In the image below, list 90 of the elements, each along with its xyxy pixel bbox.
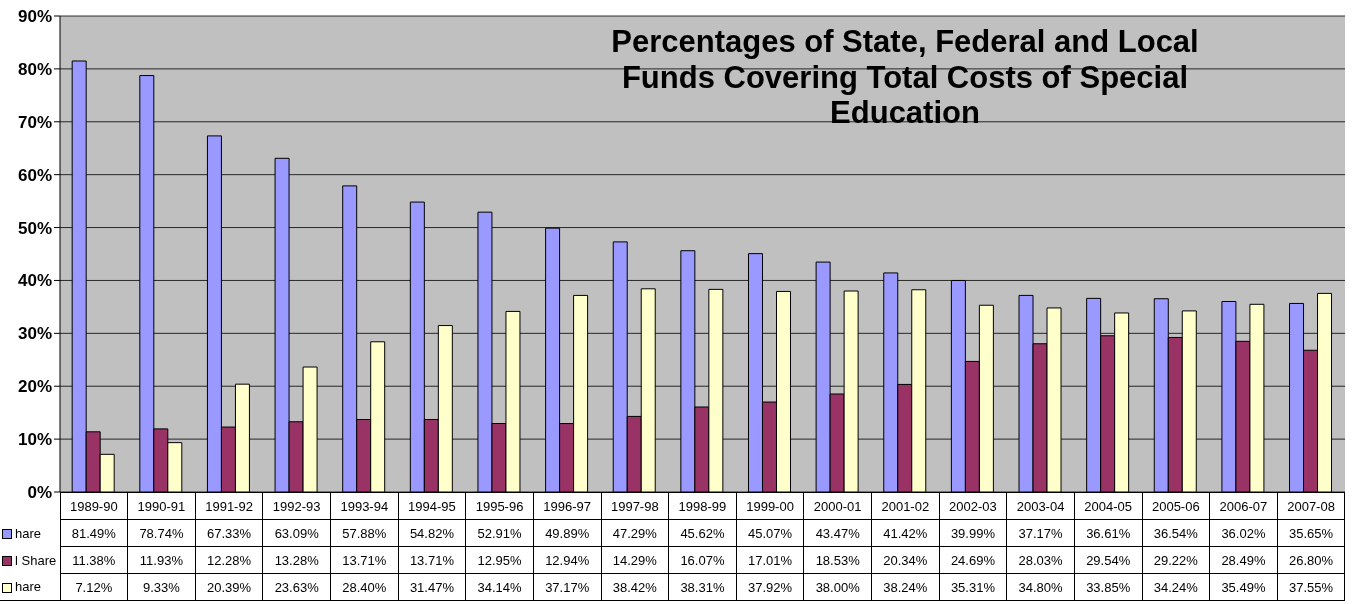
data-label: 38.31% bbox=[668, 573, 737, 601]
data-label: 63.09% bbox=[262, 519, 331, 547]
data-label: 28.03% bbox=[1006, 546, 1075, 574]
x-tick-label: 2003-04 bbox=[1006, 492, 1075, 520]
y-tick-label: 80% bbox=[17, 59, 52, 79]
x-tick-label: 2001-02 bbox=[871, 492, 940, 520]
legend-label: l Share bbox=[15, 552, 57, 568]
x-tick-label: 1993-94 bbox=[330, 492, 399, 520]
y-tick-label: 70% bbox=[17, 112, 52, 132]
data-label: 34.80% bbox=[1006, 573, 1075, 601]
data-label: 67.33% bbox=[195, 519, 263, 547]
data-label: 18.53% bbox=[803, 546, 872, 574]
data-label: 20.34% bbox=[871, 546, 940, 574]
x-tick-label: 2007-08 bbox=[1277, 492, 1345, 520]
data-label: 24.69% bbox=[939, 546, 1007, 574]
data-label: 49.89% bbox=[533, 519, 601, 547]
x-tick-label: 1995-96 bbox=[465, 492, 534, 520]
data-label: 57.88% bbox=[330, 519, 399, 547]
data-label: 7.12% bbox=[60, 573, 128, 601]
data-label: 9.33% bbox=[127, 573, 196, 601]
y-tick-label: 60% bbox=[17, 165, 52, 185]
data-label: 54.82% bbox=[398, 519, 466, 547]
data-label: 12.28% bbox=[195, 546, 263, 574]
x-tick-label: 2000-01 bbox=[803, 492, 872, 520]
y-tick-label: 40% bbox=[17, 271, 52, 291]
x-tick-label: 1997-98 bbox=[601, 492, 669, 520]
data-label: 39.99% bbox=[939, 519, 1007, 547]
data-label: 11.93% bbox=[127, 546, 196, 574]
y-tick-label: 10% bbox=[17, 430, 52, 450]
data-label: 35.31% bbox=[939, 573, 1007, 601]
data-label: 43.47% bbox=[803, 519, 872, 547]
x-tick-label: 2006-07 bbox=[1209, 492, 1278, 520]
data-label: 37.17% bbox=[1006, 519, 1075, 547]
data-label: 31.47% bbox=[398, 573, 466, 601]
x-tick-label: 2005-06 bbox=[1142, 492, 1210, 520]
data-label: 11.38% bbox=[60, 546, 128, 574]
y-tick-label: 20% bbox=[17, 377, 52, 397]
x-tick-label: 2004-05 bbox=[1074, 492, 1142, 520]
data-label: 38.42% bbox=[601, 573, 669, 601]
data-label: 12.94% bbox=[533, 546, 601, 574]
data-label: 41.42% bbox=[871, 519, 940, 547]
legend-label: hare bbox=[15, 525, 42, 541]
data-label: 23.63% bbox=[262, 573, 331, 601]
data-label: 36.61% bbox=[1074, 519, 1142, 547]
data-label: 28.49% bbox=[1209, 546, 1278, 574]
data-label: 14.29% bbox=[601, 546, 669, 574]
x-tick-label: 2002-03 bbox=[939, 492, 1007, 520]
x-tick-label: 1999-00 bbox=[736, 492, 804, 520]
y-tick-label: 0% bbox=[27, 483, 52, 503]
text: Percentages of State, Federal and Local Funds Covering Total Costs of Special Education bbox=[610, 24, 1200, 131]
data-label: 36.54% bbox=[1142, 519, 1210, 547]
x-tick-label: 1998-99 bbox=[668, 492, 737, 520]
data-label: 20.39% bbox=[195, 573, 263, 601]
y-tick-label: 30% bbox=[17, 324, 52, 344]
data-label: 29.54% bbox=[1074, 546, 1142, 574]
x-tick-label: 1992-93 bbox=[262, 492, 331, 520]
data-label: 37.17% bbox=[533, 573, 601, 601]
data-label: 34.24% bbox=[1142, 573, 1210, 601]
x-tick-label: 1991-92 bbox=[195, 492, 263, 520]
data-label: 45.62% bbox=[668, 519, 737, 547]
data-label: 81.49% bbox=[60, 519, 128, 547]
data-label: 45.07% bbox=[736, 519, 804, 547]
data-label: 29.22% bbox=[1142, 546, 1210, 574]
data-label: 47.29% bbox=[601, 519, 669, 547]
data-label: 37.92% bbox=[736, 573, 804, 601]
data-label: 33.85% bbox=[1074, 573, 1142, 601]
data-label: 35.65% bbox=[1277, 519, 1345, 547]
data-label: 26.80% bbox=[1277, 546, 1345, 574]
data-label: 38.24% bbox=[871, 573, 940, 601]
data-label: 37.55% bbox=[1277, 573, 1345, 601]
legend-label: hare bbox=[15, 579, 42, 595]
data-label: 13.28% bbox=[262, 546, 331, 574]
data-label: 17.01% bbox=[736, 546, 804, 574]
data-label: 38.00% bbox=[803, 573, 872, 601]
data-label: 78.74% bbox=[127, 519, 196, 547]
data-label: 35.49% bbox=[1209, 573, 1278, 601]
data-label: 36.02% bbox=[1209, 519, 1278, 547]
data-label: 16.07% bbox=[668, 546, 737, 574]
x-tick-label: 1990-91 bbox=[127, 492, 196, 520]
data-label: 52.91% bbox=[465, 519, 534, 547]
data-label: 13.71% bbox=[398, 546, 466, 574]
data-label: 12.95% bbox=[465, 546, 534, 574]
data-label: 13.71% bbox=[330, 546, 399, 574]
data-label: 28.40% bbox=[330, 573, 399, 601]
x-tick-label: 1989-90 bbox=[60, 492, 128, 520]
x-tick-label: 1994-95 bbox=[398, 492, 466, 520]
x-tick-label: 1996-97 bbox=[533, 492, 601, 520]
y-tick-label: 90% bbox=[17, 7, 52, 27]
data-label: 34.14% bbox=[465, 573, 534, 601]
y-tick-label: 50% bbox=[17, 218, 52, 238]
